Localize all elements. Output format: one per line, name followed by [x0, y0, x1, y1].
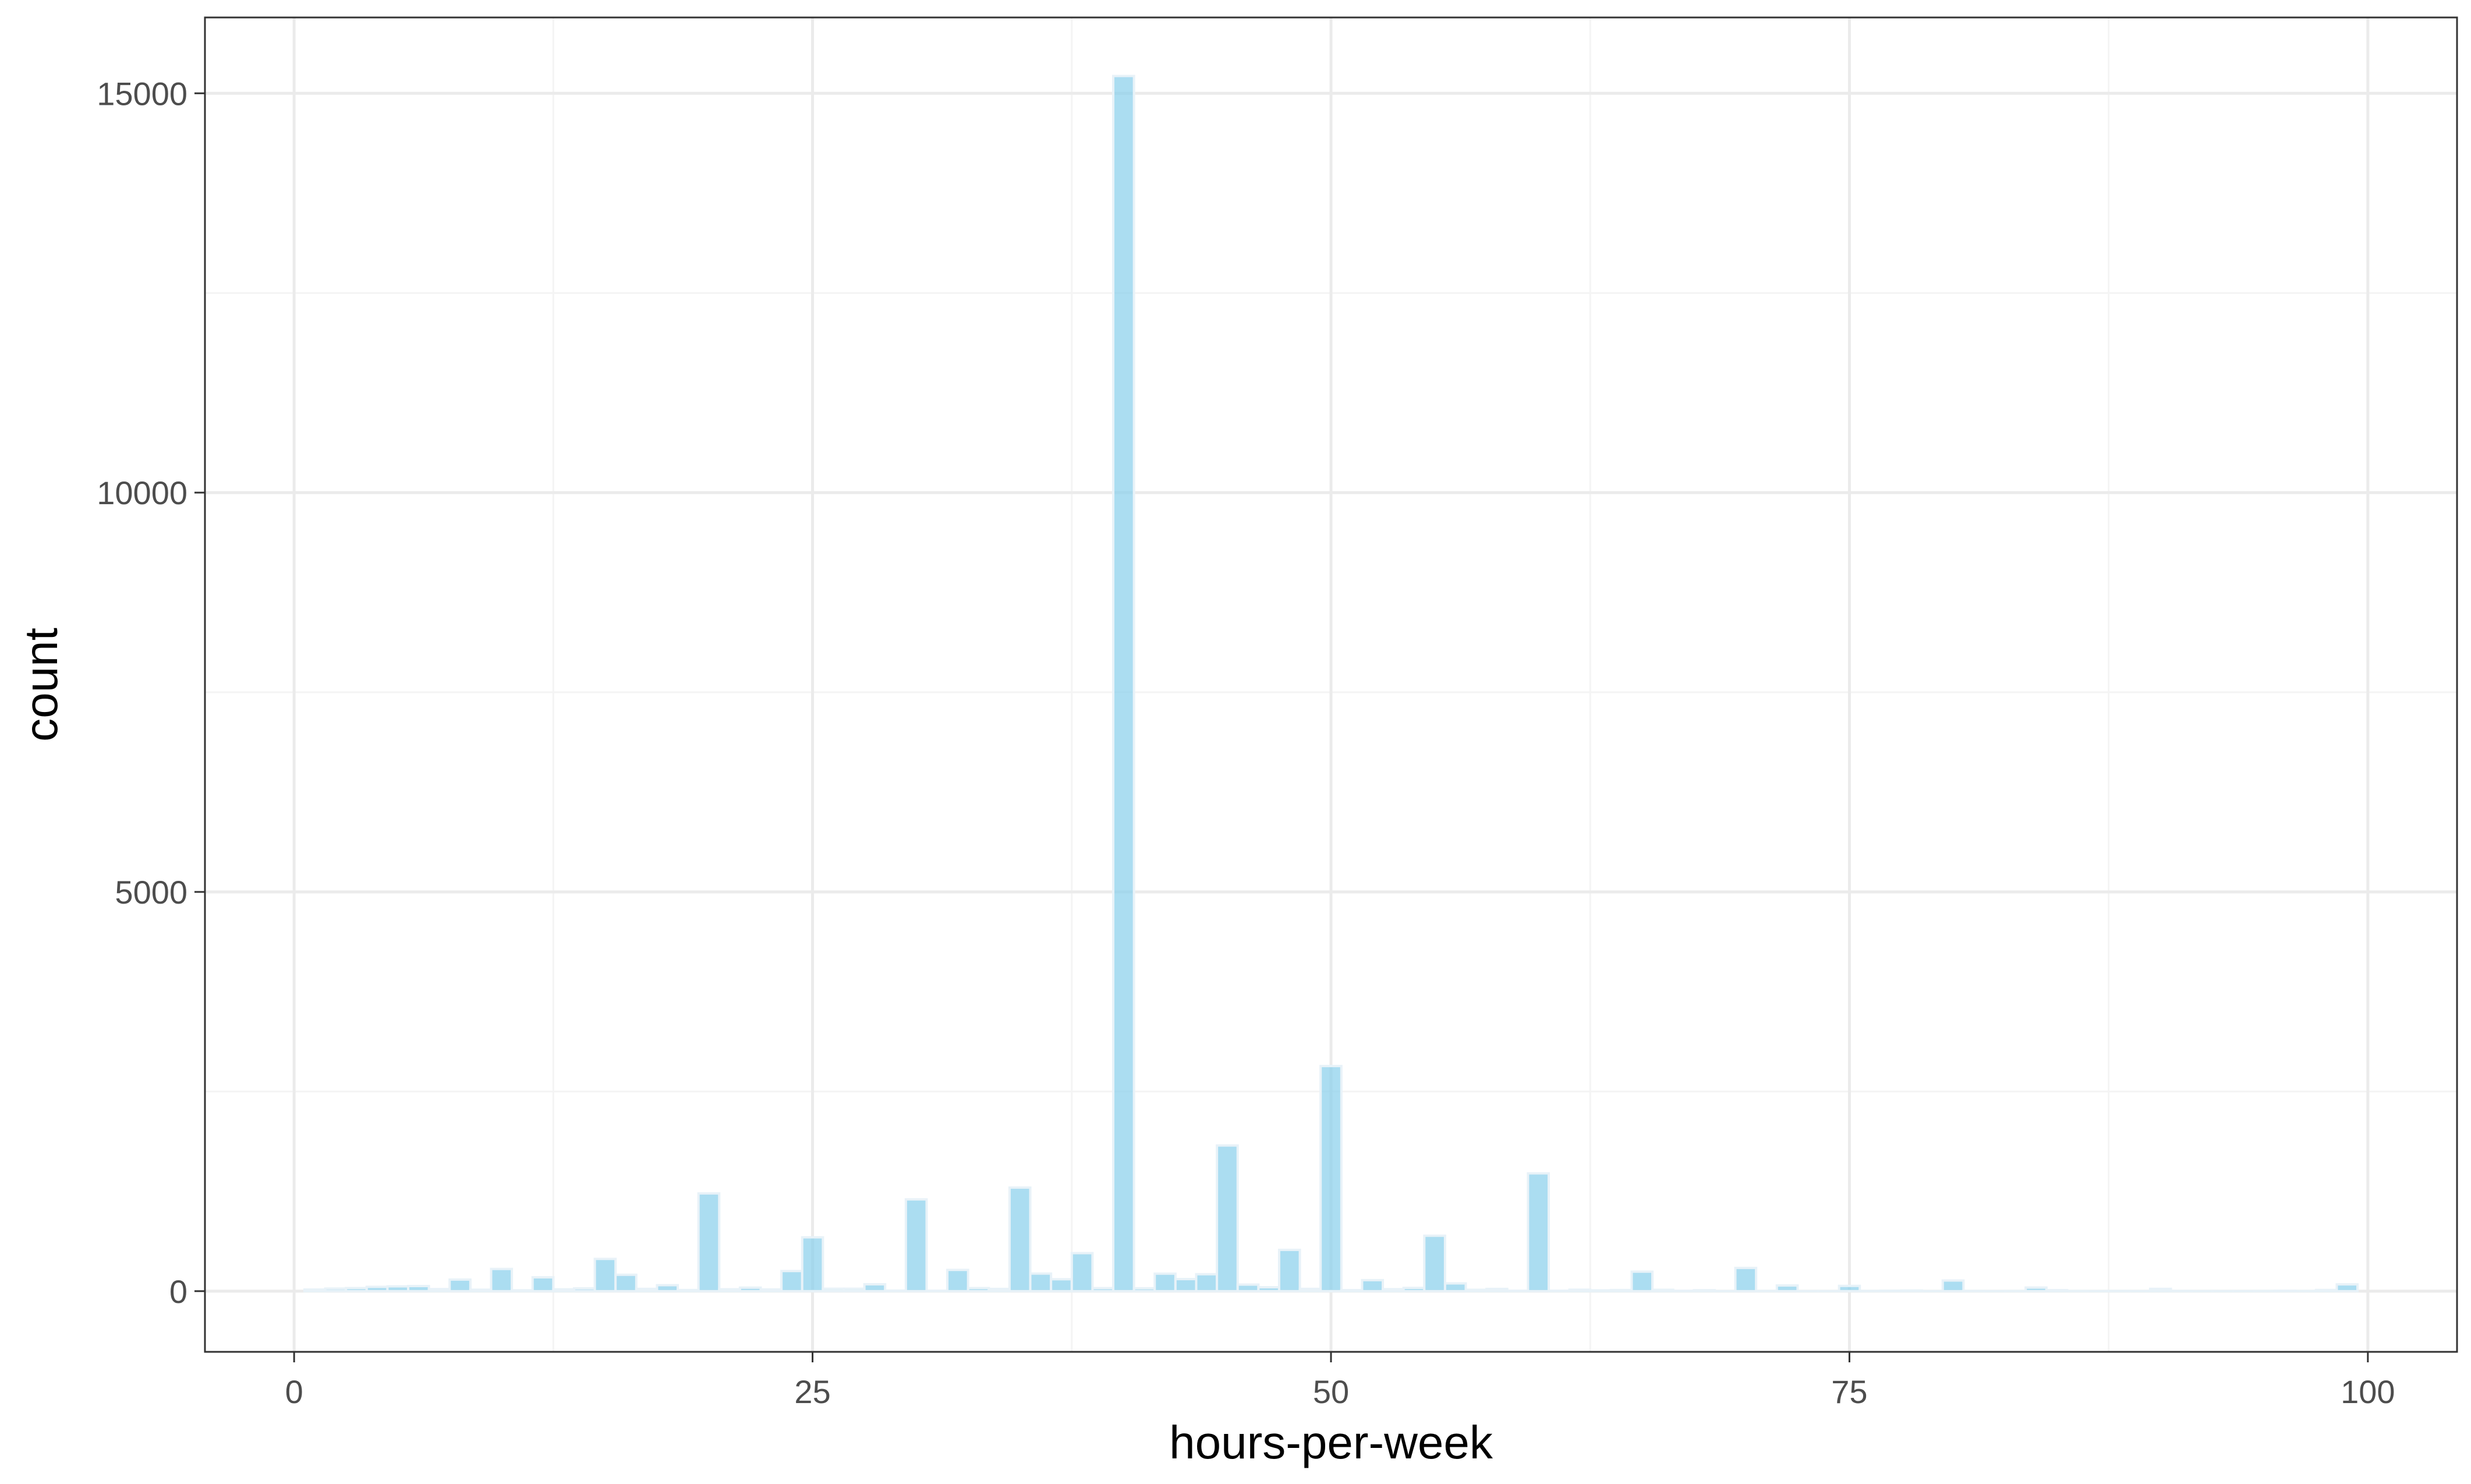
histogram-bar [1236, 1283, 1260, 1292]
axis-ticks [194, 92, 2369, 1362]
histogram-bar [365, 1285, 389, 1292]
histogram-bar [1277, 1248, 1301, 1292]
histogram-bar [1361, 1278, 1385, 1292]
histogram-bar [697, 1192, 721, 1292]
histogram-bar [2314, 1288, 2338, 1292]
x-tick-label: 100 [2341, 1373, 2395, 1410]
histogram-bar [759, 1288, 783, 1292]
histogram-bar [1402, 1287, 1426, 1292]
histogram-bars [303, 75, 2359, 1292]
histogram-bar [1091, 1287, 1115, 1292]
y-tick-label: 15000 [97, 75, 187, 112]
y-tick-label: 5000 [115, 874, 187, 911]
histogram-bar [552, 1288, 575, 1292]
histogram-bar [1298, 1287, 1322, 1292]
histogram-bar [677, 1288, 700, 1292]
histogram-bar [946, 1269, 969, 1292]
histogram-bar [1527, 1172, 1550, 1292]
histogram-bar [1485, 1287, 1509, 1292]
histogram-bar [1838, 1284, 1861, 1292]
x-tick-label: 75 [1831, 1373, 1867, 1410]
histogram-bar [1443, 1282, 1467, 1292]
histogram-bar [1693, 1289, 1716, 1292]
histogram-bar [1070, 1252, 1094, 1292]
histogram-bar [842, 1287, 866, 1292]
histogram-bar [1257, 1286, 1280, 1292]
histogram-bar [967, 1287, 990, 1292]
histogram-bar [1029, 1272, 1053, 1292]
histogram-bar [1153, 1272, 1177, 1292]
histogram-bar [1132, 1287, 1156, 1292]
y-axis-tick-labels: 0 5000 10000 15000 [97, 75, 187, 1309]
histogram-bar [1050, 1278, 1073, 1292]
x-axis-tick-labels: 0 25 50 75 100 [285, 1373, 2395, 1410]
histogram-bar [718, 1288, 741, 1292]
histogram-bar [1112, 75, 1135, 1292]
histogram-bar [303, 1288, 327, 1292]
histogram-bar [987, 1287, 1011, 1292]
histogram-bar [1195, 1273, 1219, 1292]
histogram-bar [863, 1283, 887, 1292]
histogram-bar [1775, 1284, 1799, 1292]
histogram-bar [2045, 1288, 2069, 1292]
histogram-bar [2335, 1283, 2359, 1292]
histogram-bar [2148, 1287, 2172, 1292]
x-axis-title: hours-per-week [1169, 1416, 1493, 1468]
histogram-bar [1464, 1288, 1488, 1292]
histogram-bar [1568, 1288, 1592, 1292]
histogram-bar [593, 1258, 617, 1292]
histogram-bar [1941, 1279, 1965, 1292]
histogram-bar [448, 1278, 472, 1292]
histogram-bar [490, 1267, 514, 1292]
histogram-bar [427, 1288, 451, 1292]
histogram-bar [469, 1288, 493, 1292]
y-tick-label: 0 [169, 1273, 187, 1310]
histogram-bar [1008, 1186, 1032, 1292]
histogram-bar [656, 1284, 679, 1292]
histogram-bar [780, 1270, 803, 1292]
histogram-bar [1589, 1289, 1612, 1292]
x-tick-label: 50 [1313, 1373, 1349, 1410]
histogram-bar [738, 1286, 762, 1292]
histogram-bar [2024, 1286, 2048, 1292]
histogram-bar [801, 1236, 824, 1292]
histogram-bar [345, 1287, 368, 1292]
histogram-bar [324, 1287, 348, 1292]
x-tick-label: 25 [794, 1373, 830, 1410]
histogram-bar [1423, 1234, 1446, 1292]
histogram-bar [1630, 1270, 1654, 1292]
x-tick-label: 0 [285, 1373, 303, 1410]
histogram-bar [386, 1285, 410, 1292]
histogram-bar [1382, 1288, 1405, 1292]
histogram-bar [822, 1287, 845, 1292]
histogram-bar [572, 1287, 596, 1292]
histogram-bar [531, 1276, 555, 1292]
histogram-bar [1651, 1288, 1675, 1292]
histogram-bar [1174, 1278, 1198, 1292]
y-axis-title: count [15, 628, 67, 742]
y-tick-label: 10000 [97, 474, 187, 511]
histogram-bar [1319, 1065, 1343, 1292]
histogram-bar [614, 1273, 638, 1292]
histogram-bar [635, 1287, 659, 1292]
histogram-bar [511, 1289, 534, 1292]
histogram-bar [904, 1198, 928, 1292]
histogram-bar [1609, 1288, 1633, 1292]
histogram-bar [1734, 1266, 1758, 1292]
histogram-bar [407, 1284, 430, 1292]
histogram-bar [1340, 1288, 1364, 1292]
histogram-bar [1216, 1144, 1239, 1292]
